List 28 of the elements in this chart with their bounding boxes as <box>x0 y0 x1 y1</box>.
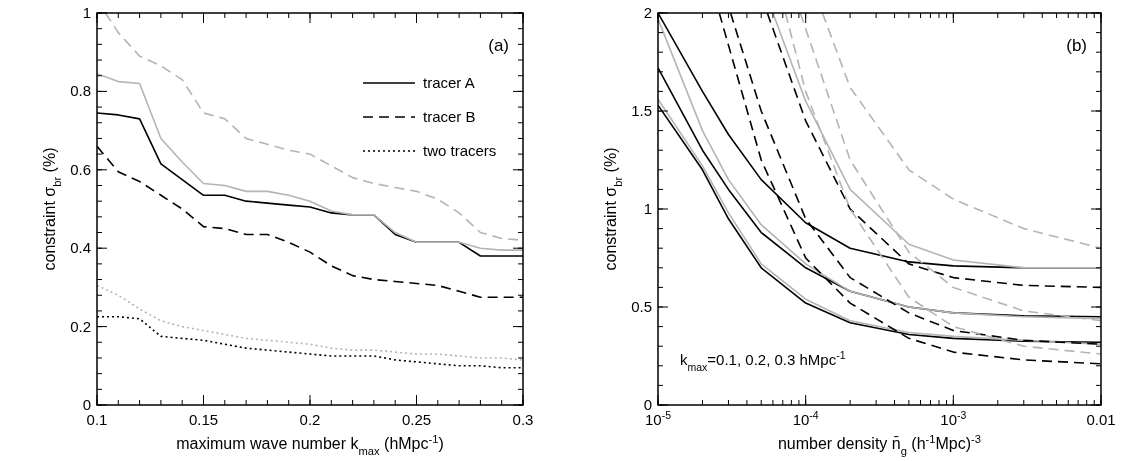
x-tick-label: 0.25 <box>401 411 432 428</box>
y-tick-label: 2 <box>643 4 652 21</box>
line-series <box>97 284 523 361</box>
y-tick-label: 0.5 <box>631 298 652 315</box>
annotation: k$_{max}$=0.1, 0.2, 0.3 hMpc$^{-1}$ <box>680 349 846 373</box>
x-tick-label: 0.3 <box>512 411 534 428</box>
x-tick-label: 0.01 <box>1086 411 1116 428</box>
y-tick-label: 0.2 <box>70 317 91 335</box>
line-series <box>97 72 523 251</box>
y-tick-label: 0.6 <box>70 160 91 178</box>
y-tick-label: 1 <box>643 200 652 217</box>
x-tick-label: 0.1 <box>86 411 108 428</box>
y-tick-label: 0.8 <box>70 82 91 100</box>
annotation: (b) <box>1066 36 1087 55</box>
annotation: (a) <box>488 36 509 55</box>
legend-label: two tracers <box>423 142 497 159</box>
y-tick-label: 0 <box>82 396 91 413</box>
y-tick-label: 0.4 <box>70 239 91 257</box>
x-tick-label: 0.2 <box>299 411 321 428</box>
x-tick-label: 10$^{-3}$ <box>940 409 967 428</box>
x-axis-title: number density n̄$_{g}$ (h$^{-1}$Mpc)$^{-3}$ <box>777 433 982 457</box>
x-tick-label: 10$^{-4}$ <box>792 409 819 428</box>
y-tick-label: 1.5 <box>631 102 652 119</box>
x-tick-label: 0.15 <box>188 411 219 428</box>
legend-label: tracer A <box>423 74 475 91</box>
y-tick-label: 1 <box>82 4 91 21</box>
legend-label: tracer B <box>423 108 476 125</box>
x-axis-title: maximum wave number k$_{max}$ (hMpc$^{-1}$) <box>176 433 444 457</box>
